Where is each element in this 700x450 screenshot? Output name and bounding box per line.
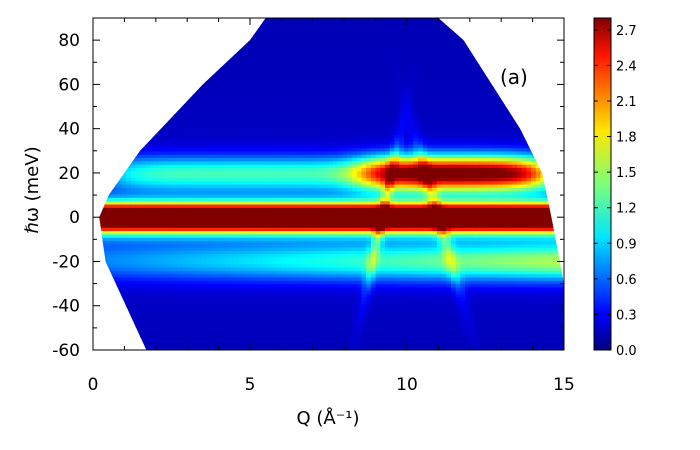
y-tick-label: -60 — [52, 341, 80, 361]
y-tick-label: 20 — [58, 164, 80, 184]
x-axis-title: Q (Å⁻¹) — [297, 407, 360, 429]
plot-area: 0 5 10 15 80 60 40 20 0 -20 -40 -60 (a) — [52, 17, 575, 395]
colorbar-tick-label: 0.6 — [616, 273, 637, 288]
y-axis-title: ℏω (meV) — [22, 146, 43, 233]
y-tick-label: 0 — [69, 208, 80, 228]
colorbar-ticks: 2.7 2.4 2.1 1.8 1.5 1.2 0.9 0.6 0.3 0.0 — [594, 24, 637, 359]
x-tick-label: 10 — [396, 375, 418, 395]
x-axis-ticks: 0 5 10 15 — [88, 18, 575, 395]
colorbar-gradient — [593, 17, 612, 351]
colorbar-tick-label: 1.5 — [616, 166, 637, 181]
colorbar-tick-label: 1.8 — [616, 131, 637, 146]
colorbar-tick-label: 2.4 — [616, 59, 637, 74]
panel-label: (a) — [500, 65, 528, 89]
colorbar: 2.7 2.4 2.1 1.8 1.5 1.2 0.9 0.6 0.3 0.0 — [593, 17, 637, 359]
y-axis-ticks: 80 60 40 20 0 -20 -40 -60 — [52, 17, 564, 361]
colorbar-tick-label: 0.0 — [616, 344, 637, 359]
y-tick-label: 60 — [58, 75, 80, 95]
colorbar-tick-label: 1.2 — [616, 202, 637, 217]
colorbar-tick-label: 0.9 — [616, 237, 637, 252]
x-tick-label: 5 — [245, 375, 256, 395]
plot-frame — [92, 17, 565, 351]
x-tick-label: 15 — [553, 375, 575, 395]
x-tick-label: 0 — [88, 375, 99, 395]
y-tick-label: -40 — [52, 297, 80, 317]
y-tick-label: 40 — [58, 120, 80, 140]
y-tick-label: -20 — [52, 252, 80, 272]
colorbar-tick-label: 2.1 — [616, 95, 637, 110]
colorbar-tick-label: 0.3 — [616, 308, 637, 323]
colorbar-tick-label: 2.7 — [616, 24, 637, 39]
y-tick-label: 80 — [58, 31, 80, 51]
